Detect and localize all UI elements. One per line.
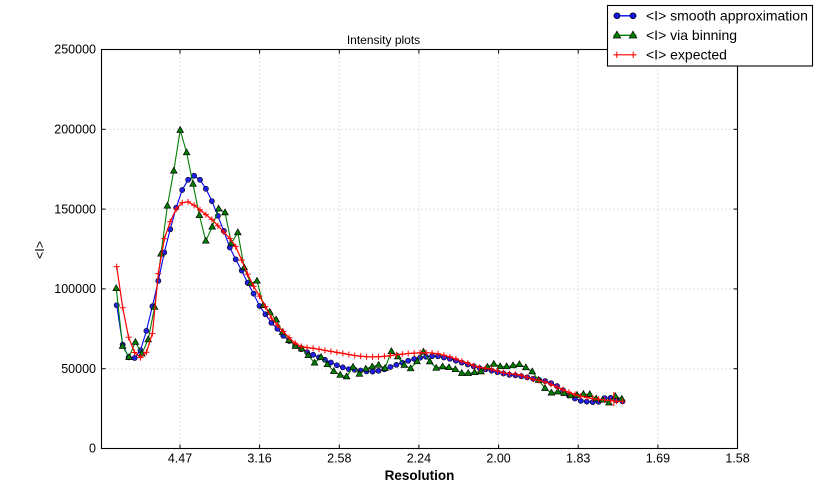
svg-text:Intensity plots: Intensity plots xyxy=(347,33,420,47)
svg-text:<I>: <I> xyxy=(33,241,47,259)
svg-text:250000: 250000 xyxy=(54,43,96,57)
svg-text:1.69: 1.69 xyxy=(646,452,670,466)
svg-text:<I> via binning: <I> via binning xyxy=(646,27,737,43)
svg-text:0: 0 xyxy=(89,442,96,456)
svg-text:2.24: 2.24 xyxy=(407,452,431,466)
svg-text:150000: 150000 xyxy=(54,202,96,216)
svg-text:100000: 100000 xyxy=(54,282,96,296)
svg-text:2.58: 2.58 xyxy=(327,452,351,466)
svg-text:2.00: 2.00 xyxy=(486,452,510,466)
svg-text:3.16: 3.16 xyxy=(247,452,271,466)
svg-text:<I> expected: <I> expected xyxy=(646,47,727,63)
svg-text:200000: 200000 xyxy=(54,123,96,137)
svg-text:1.83: 1.83 xyxy=(566,452,590,466)
svg-text:4.47: 4.47 xyxy=(168,452,192,466)
svg-text:1.58: 1.58 xyxy=(725,452,749,466)
svg-text:50000: 50000 xyxy=(61,362,96,376)
svg-text:Resolution: Resolution xyxy=(385,468,455,483)
svg-text:<I> smooth approximation: <I> smooth approximation xyxy=(646,8,808,24)
